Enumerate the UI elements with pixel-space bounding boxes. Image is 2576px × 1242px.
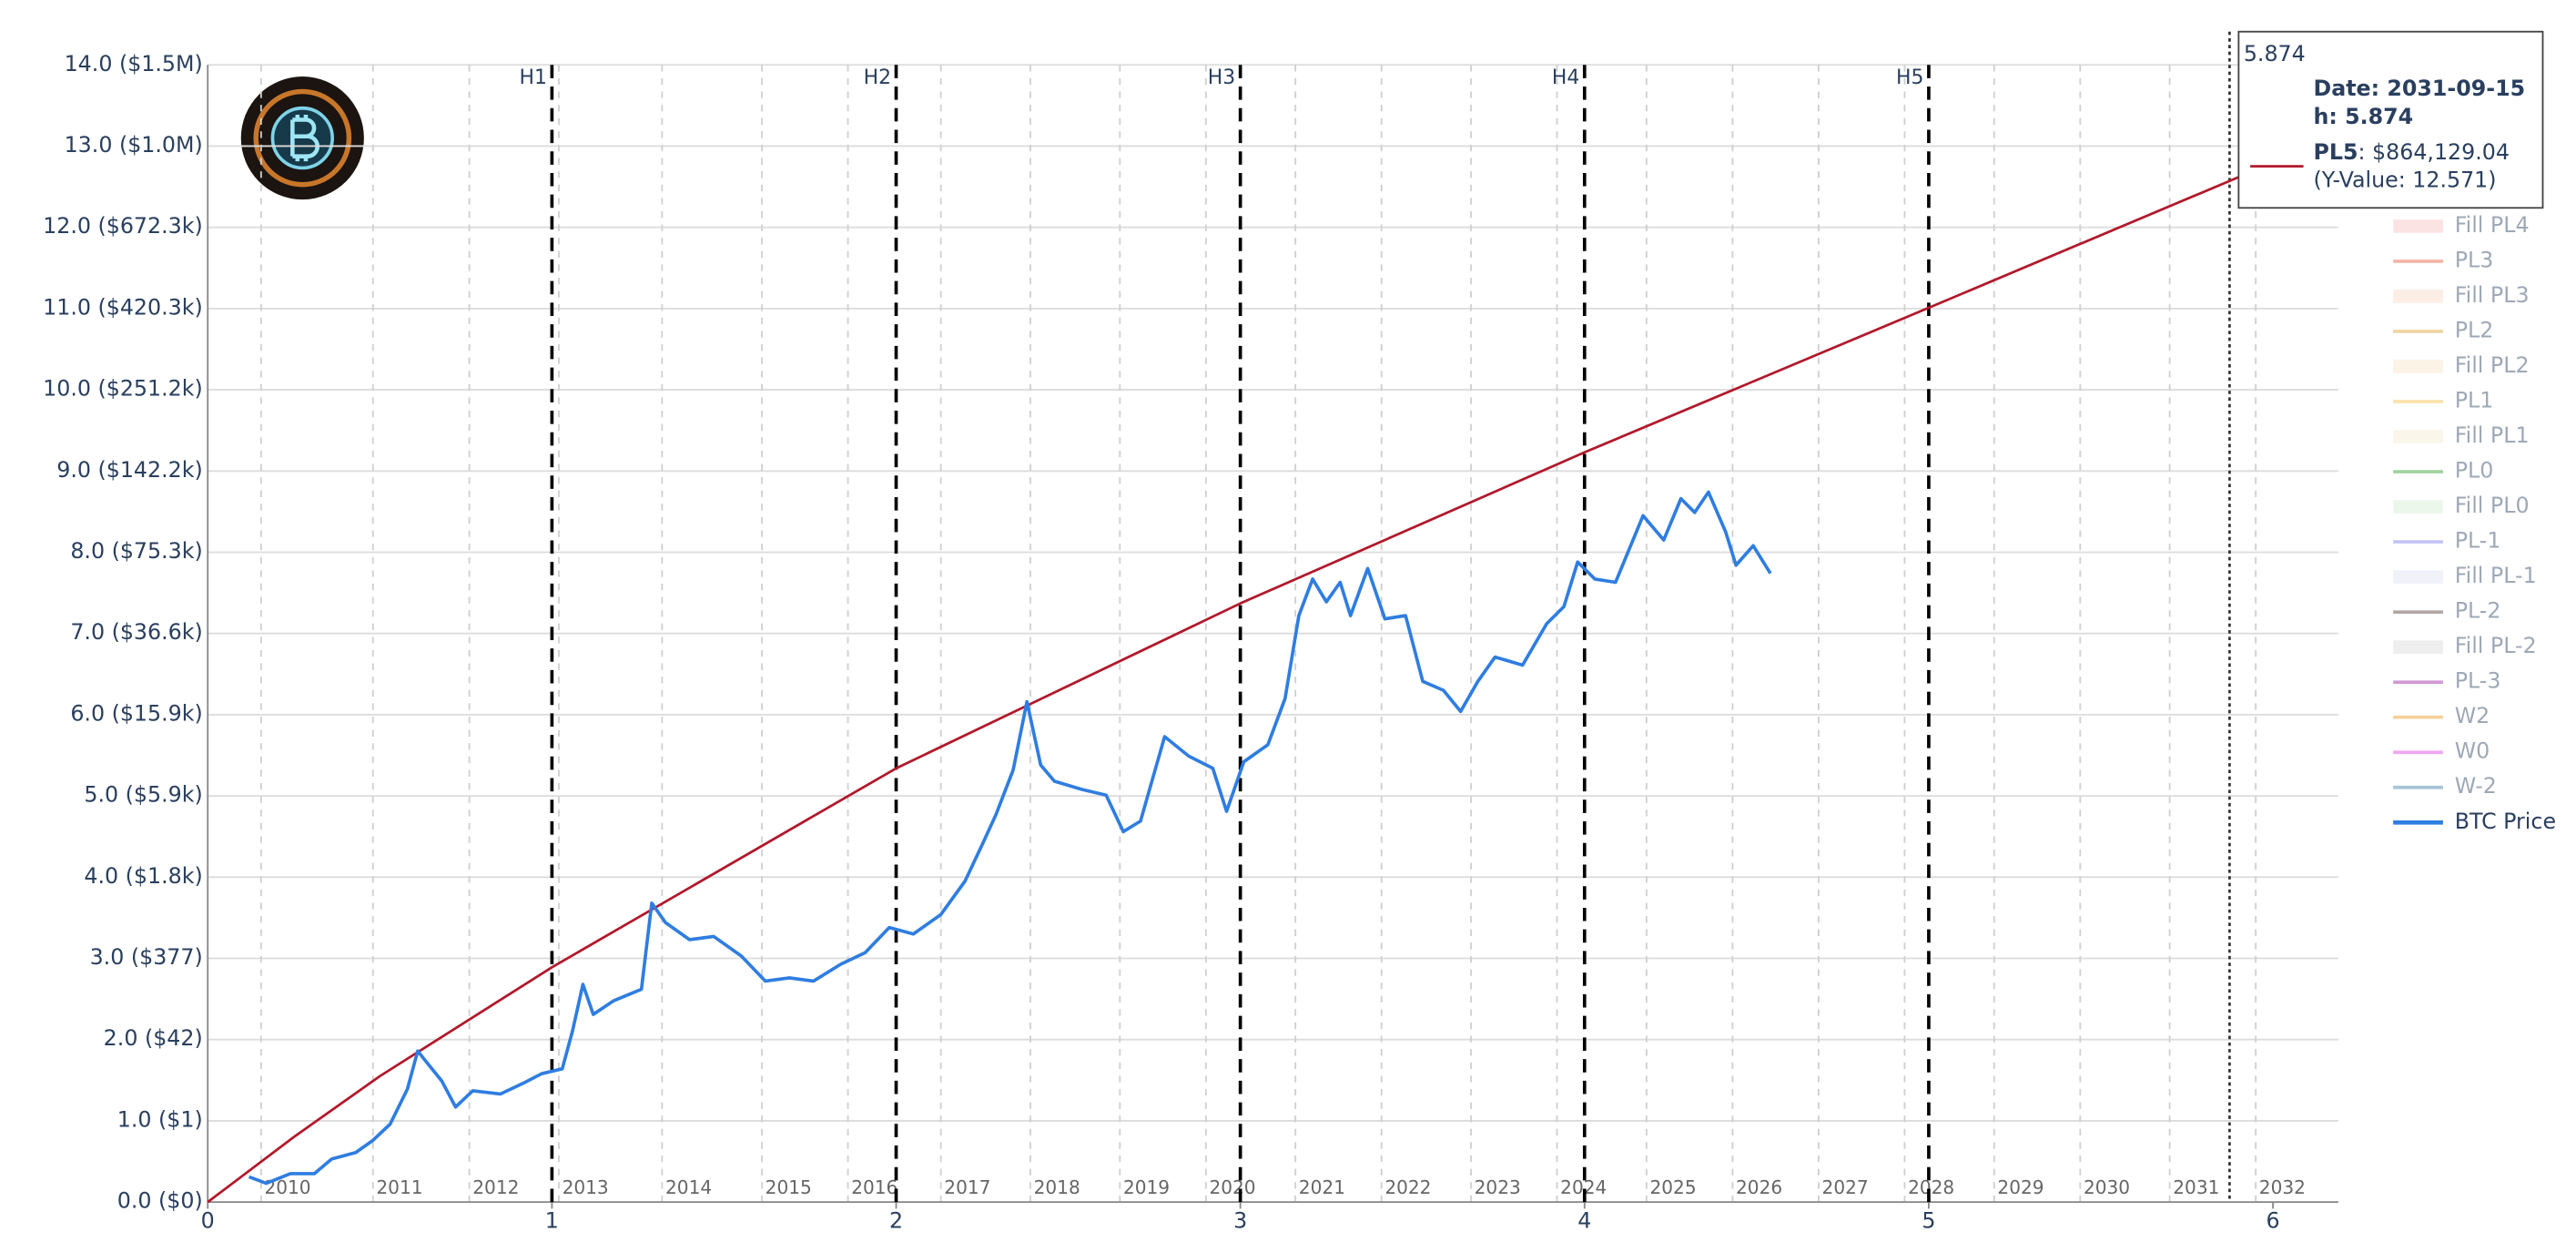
- y-tick-label: 3.0 ($377): [90, 944, 203, 970]
- year-label: 2032: [2259, 1176, 2306, 1198]
- year-label: 2018: [1034, 1176, 1080, 1198]
- year-label: 2027: [1822, 1176, 1869, 1198]
- legend-label: W-2: [2455, 773, 2497, 799]
- y-tick-label: 13.0 ($1.0M): [65, 132, 203, 158]
- tooltip-y-value: (Y-Value: 12.571): [2314, 168, 2497, 193]
- year-label: 2020: [1209, 1176, 1255, 1198]
- legend-label: Fill PL1: [2455, 422, 2530, 448]
- logo-ring: [253, 88, 352, 188]
- halving-label: H5: [1896, 66, 1923, 89]
- tooltip-box: [2237, 30, 2544, 209]
- year-label: 2015: [766, 1176, 812, 1198]
- tooltip-header: 5.874: [2244, 41, 2306, 66]
- legend-label: Fill PL0: [2455, 493, 2530, 518]
- year-label: 2031: [2173, 1176, 2219, 1198]
- y-tick-label: 11.0 ($420.3k): [43, 294, 203, 320]
- x-tick-label: 1: [545, 1208, 559, 1234]
- legend-fill-swatch: [2393, 500, 2443, 514]
- y-tick-label: 14.0 ($1.5M): [65, 51, 203, 76]
- x-tick-label: 6: [2267, 1208, 2280, 1234]
- legend-label: PL2: [2455, 317, 2494, 342]
- halving-label: H2: [864, 66, 891, 89]
- x-tick-label: 3: [1233, 1208, 1247, 1234]
- year-label: 2030: [2084, 1176, 2130, 1198]
- tooltip-h: h: 5.874: [2314, 104, 2414, 129]
- year-label: 2013: [563, 1176, 609, 1198]
- year-label: 2029: [1997, 1176, 2044, 1198]
- legend-label: Fill PL3: [2455, 282, 2530, 308]
- y-tick-label: 6.0 ($15.9k): [70, 700, 202, 726]
- year-label: 2022: [1384, 1176, 1431, 1198]
- x-tick-label: 0: [201, 1208, 215, 1234]
- year-label: 2012: [472, 1176, 519, 1198]
- y-tick-label: 9.0 ($142.2k): [56, 457, 202, 483]
- x-tick-label: 4: [1577, 1208, 1591, 1234]
- y-tick-label: 4.0 ($1.8k): [84, 863, 202, 889]
- tooltip-series-name: PL5: [2314, 139, 2358, 165]
- legend-label: Fill PL-1: [2455, 563, 2537, 588]
- legend-label: PL-1: [2455, 528, 2501, 554]
- legend-label: W0: [2455, 738, 2490, 764]
- y-tick-label: 12.0 ($672.3k): [43, 213, 203, 239]
- halving-label: H3: [1208, 66, 1235, 89]
- x-tick-label: 2: [889, 1208, 903, 1234]
- x-tick-label: 5: [1922, 1208, 1935, 1234]
- y-tick-label: 10.0 ($251.2k): [43, 376, 203, 402]
- legend-label: PL1: [2455, 387, 2494, 412]
- legend-fill-swatch: [2393, 640, 2443, 654]
- legend-fill-swatch: [2393, 430, 2443, 443]
- year-label: 2017: [944, 1176, 990, 1198]
- y-tick-label: 8.0 ($75.3k): [70, 538, 202, 564]
- series-line: [248, 490, 1772, 1186]
- year-label: 2011: [376, 1176, 422, 1198]
- legend-label: Fill PL2: [2455, 352, 2530, 378]
- logo-b: [290, 115, 319, 162]
- year-label: 2028: [1908, 1176, 1954, 1198]
- legend-label: PL3: [2455, 247, 2494, 272]
- legend-label: PL-3: [2455, 668, 2501, 694]
- legend-fill-swatch: [2393, 570, 2443, 584]
- year-label: 2023: [1475, 1176, 1521, 1198]
- logo: [240, 76, 364, 200]
- tooltip-date: Date: 2031-09-15: [2314, 76, 2526, 101]
- legend-fill-swatch: [2393, 290, 2443, 303]
- y-tick-label: 2.0 ($42): [104, 1025, 203, 1051]
- y-tick-label: 5.0 ($5.9k): [84, 782, 202, 808]
- legend-label: Fill PL4: [2455, 212, 2530, 238]
- year-label: 2014: [665, 1176, 712, 1198]
- y-tick-label: 7.0 ($36.6k): [70, 619, 202, 645]
- tooltip: 5.874 Date: 2031-09-15 h: 5.874 PL5: $86…: [2237, 30, 2544, 209]
- year-label: 2016: [851, 1176, 898, 1198]
- legend-fill-swatch: [2393, 219, 2443, 233]
- legend-label: Fill PL-2: [2455, 633, 2537, 658]
- legend-label: PL0: [2455, 458, 2494, 484]
- year-label: 2026: [1736, 1176, 1782, 1198]
- tooltip-series: PL5: $864,129.04: [2314, 139, 2510, 165]
- legend-label: PL-2: [2455, 598, 2501, 624]
- y-tick-label: 1.0 ($1): [117, 1106, 203, 1132]
- legend-label: W2: [2455, 703, 2490, 728]
- halving-label: H4: [1552, 66, 1579, 89]
- year-label: 2019: [1123, 1176, 1170, 1198]
- halving-label: H1: [519, 66, 546, 89]
- legend-fill-swatch: [2393, 360, 2443, 373]
- year-label: 2021: [1299, 1176, 1345, 1198]
- series-line: [207, 133, 2339, 1204]
- tooltip-value: : $864,129.04: [2358, 139, 2510, 165]
- y-tick-label: 0.0 ($0): [117, 1188, 203, 1214]
- legend-label: BTC Price: [2455, 809, 2556, 834]
- year-label: 2025: [1650, 1176, 1697, 1198]
